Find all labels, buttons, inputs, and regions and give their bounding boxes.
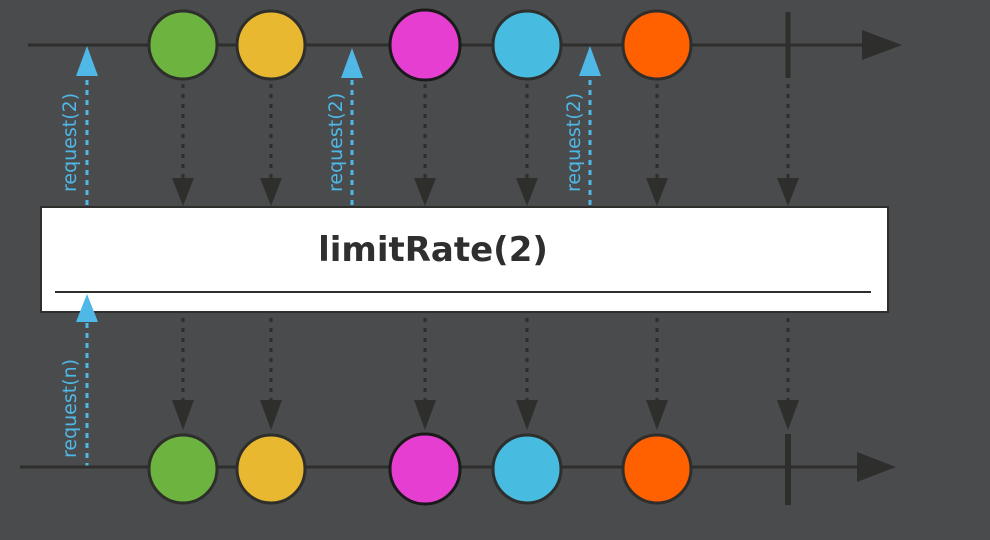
signal-arrow-yellow-in	[260, 84, 282, 206]
signal-arrow-green-out	[172, 318, 194, 430]
upstream-timeline-arrowhead	[862, 30, 902, 60]
downstream-marble-blue	[491, 433, 563, 505]
downstream-marble-green	[147, 433, 219, 505]
request-label-1: request(2)	[59, 93, 81, 192]
request-label-3: request(2)	[563, 93, 585, 192]
upstream-marble-orange	[621, 9, 693, 81]
signal-arrow-complete-out	[777, 318, 799, 430]
operator-box: limitRate(2)	[40, 206, 889, 313]
signal-arrow-magenta-out	[414, 318, 436, 430]
signal-arrow-orange-out	[646, 318, 668, 430]
signal-arrow-blue-in	[516, 84, 538, 206]
signal-arrow-yellow-out	[260, 318, 282, 430]
signal-arrow-orange-in	[646, 84, 668, 206]
upstream-marble-yellow	[235, 9, 307, 81]
upstream-marble-green	[147, 9, 219, 81]
signal-arrow-magenta-in	[414, 84, 436, 206]
signal-arrow-green-in	[172, 84, 194, 206]
downstream-marble-yellow	[235, 433, 307, 505]
signal-arrow-complete-in	[777, 84, 799, 206]
downstream-timeline-arrowhead	[857, 452, 896, 482]
request-arrow-3	[579, 46, 601, 205]
downstream-marble-orange	[621, 433, 693, 505]
request-arrow-1	[76, 46, 98, 205]
upstream-marbles	[147, 8, 693, 82]
downstream-request-arrow: request(n)	[59, 294, 98, 468]
downstream-signal-arrows	[172, 318, 799, 430]
upstream-marble-magenta	[388, 8, 462, 82]
upstream-signal-arrows	[172, 84, 799, 206]
downstream-marbles	[147, 432, 693, 506]
downstream-marble-magenta	[388, 432, 462, 506]
upstream-request-arrows: request(2) request(2) request(2)	[59, 46, 601, 205]
upstream-marble-blue	[491, 9, 563, 81]
signal-arrow-blue-out	[516, 318, 538, 430]
request-arrow-2	[341, 48, 363, 205]
request-label-downstream: request(n)	[59, 359, 81, 458]
request-label-2: request(2)	[325, 93, 347, 192]
operator-label: limitRate(2)	[318, 230, 548, 270]
